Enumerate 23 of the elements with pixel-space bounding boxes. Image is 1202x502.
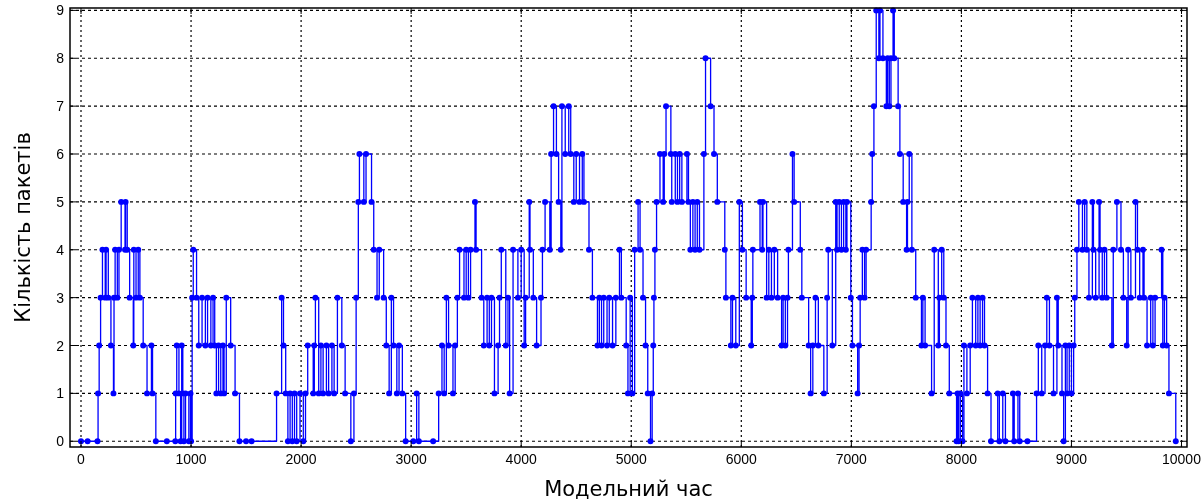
y-tick-label: 2	[56, 337, 65, 354]
y-tick-label: 8	[56, 50, 65, 67]
x-tick-label: 8000	[945, 451, 978, 467]
x-axis-title: Модельний час	[544, 477, 713, 501]
x-tick-label: 2000	[285, 451, 317, 467]
y-tick-label: 4	[56, 241, 65, 258]
y-tick-label: 9	[56, 2, 65, 19]
x-tick-label: 10000	[1162, 451, 1202, 467]
x-tick-label: 0	[77, 451, 86, 467]
y-tick-label: 5	[56, 193, 65, 210]
y-tick-label: 7	[56, 98, 65, 115]
x-tick-label: 6000	[725, 451, 758, 467]
y-tick-label: 6	[56, 146, 65, 163]
y-tick-label: 0	[56, 433, 65, 450]
y-tick-label: 3	[56, 289, 65, 306]
x-tick-label: 9000	[1055, 451, 1088, 467]
y-axis-title: Кількість пакетів	[11, 132, 35, 323]
x-tick-label: 3000	[395, 451, 427, 467]
x-tick-label: 4000	[505, 451, 537, 467]
x-tick-label: 1000	[175, 451, 207, 467]
x-tick-label: 7000	[835, 451, 868, 467]
y-tick-label: 1	[56, 385, 65, 402]
x-tick-label: 5000	[615, 451, 648, 467]
